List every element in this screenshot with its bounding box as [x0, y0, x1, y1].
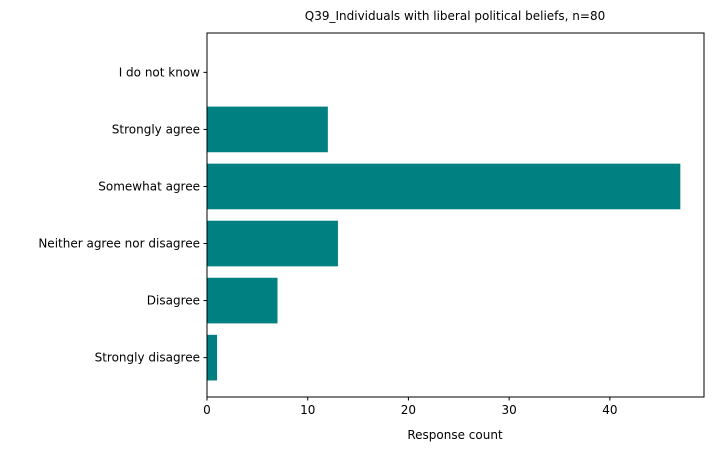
plot-frame — [206, 32, 705, 398]
bar-neither-agree-nor-disagree — [207, 220, 338, 267]
bar-strongly-agree — [207, 106, 328, 153]
bar-somewhat-agree — [207, 163, 681, 210]
y-axis: Strongly disagree Disagree Neither agree n… — [38, 65, 207, 365]
y-tick-label: Somewhat agree — [98, 179, 200, 193]
y-tick-label: Disagree — [147, 294, 200, 308]
x-tick-label: 20 — [401, 403, 416, 417]
x-tick-label: 30 — [501, 403, 516, 417]
x-tick-label: 40 — [602, 403, 617, 417]
bar-strongly-disagree — [207, 334, 218, 381]
y-tick-label: Strongly disagree — [95, 351, 200, 365]
x-axis-title: Response count — [407, 428, 503, 442]
bar-disagree — [207, 277, 278, 324]
x-tick-label: 10 — [300, 403, 315, 417]
x-axis: 0 10 20 30 40 — [203, 397, 617, 417]
y-tick-label: I do not know — [119, 65, 200, 79]
x-tick-label: 0 — [203, 403, 211, 417]
bars-layer — [207, 106, 681, 381]
y-tick-label: Strongly agree — [112, 122, 200, 136]
y-tick-label: Neither agree nor disagree — [38, 237, 200, 251]
chart-title: Q39_Individuals with liberal political b… — [305, 9, 605, 23]
